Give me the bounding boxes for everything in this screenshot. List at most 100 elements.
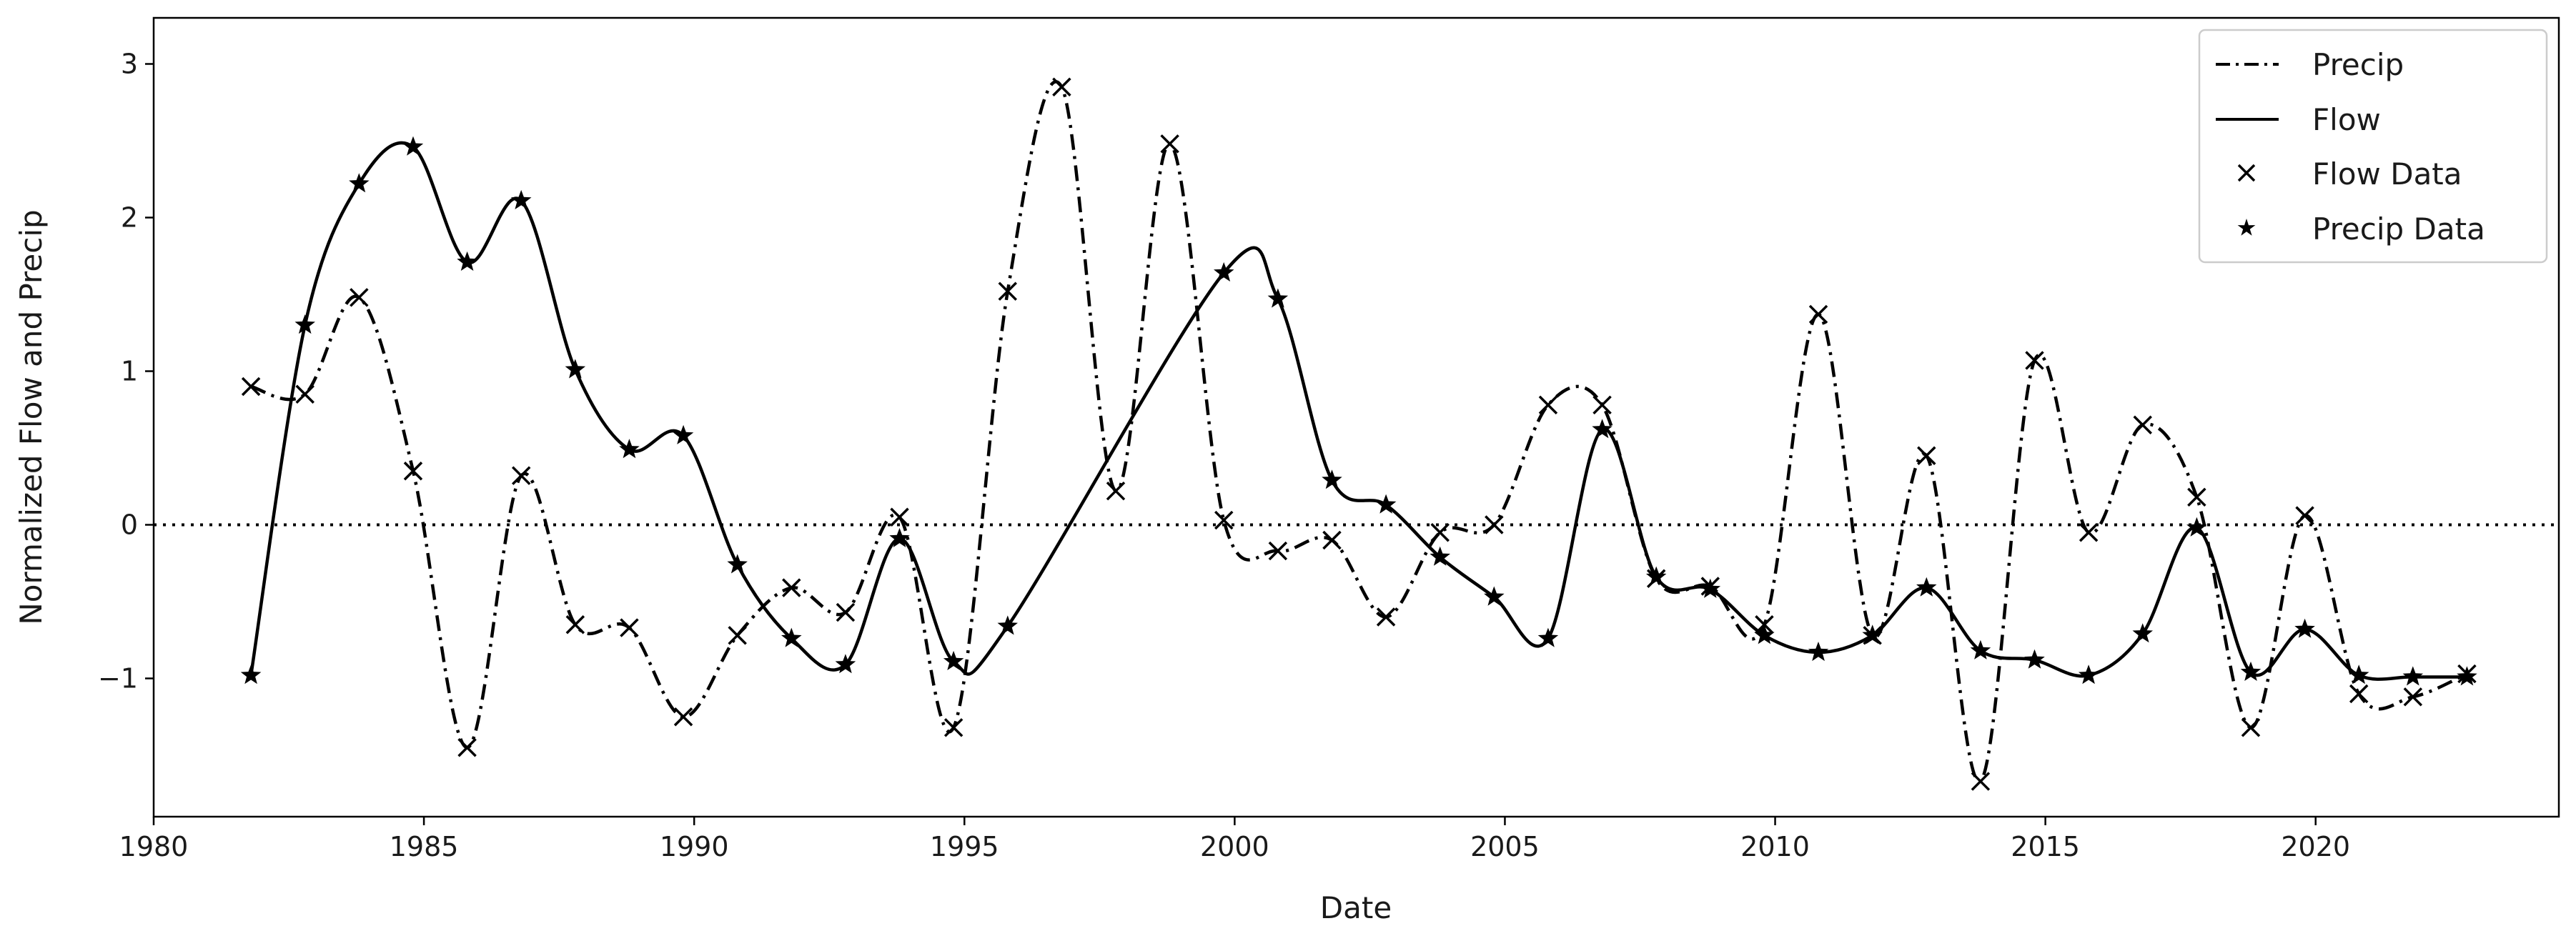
y-tick-label: 2 [121, 202, 138, 234]
y-tick-label: −1 [98, 663, 138, 694]
y-tick-label: 1 [121, 356, 138, 387]
legend-box [2198, 29, 2548, 264]
flow-data-point [782, 578, 801, 597]
flow-data-point [511, 466, 531, 485]
flow-data-point [457, 738, 477, 757]
y-axis-label: Normalized Flow and Precip [14, 209, 49, 624]
precip-data-point [2457, 666, 2477, 686]
x-tick-label: 1985 [390, 831, 459, 862]
precip-data-point [1214, 262, 1234, 282]
precip-data-point [349, 173, 370, 193]
precip-data-point [2348, 664, 2369, 684]
precip-data-point [1267, 288, 1289, 308]
precip-data-point [889, 527, 910, 547]
flow-data-point [998, 282, 1017, 301]
precip-data-point [1916, 577, 1937, 597]
x-tick-label: 2015 [2011, 831, 2080, 862]
precip-data-point [2240, 661, 2262, 681]
flow-data-point [2349, 684, 2369, 704]
flow-data-point [2241, 718, 2261, 737]
flow-data-point [2295, 506, 2314, 525]
precip-data-point [619, 439, 640, 459]
precip-data-point [727, 554, 748, 574]
x-tick-label: 2020 [2281, 831, 2350, 862]
flow-data-point [1376, 607, 1396, 627]
precip-data-point [294, 314, 315, 334]
x-tick-label: 2010 [1740, 831, 1810, 862]
flow-data-point [403, 462, 423, 481]
marker-layer [240, 77, 2477, 791]
flow-data-point [1322, 530, 1342, 550]
precip-data-point [565, 359, 586, 379]
flow-data-point [1052, 77, 1071, 96]
flow-data-point [2133, 415, 2152, 434]
precip-data-point [1430, 546, 1450, 566]
flow-data-point [1917, 446, 1936, 465]
legend-flow-data-swatch [2237, 164, 2256, 182]
flow-data-point [2187, 487, 2206, 507]
precip-data-point [240, 664, 262, 684]
legend-flow-label: Flow [2312, 102, 2381, 137]
flow-data-point [1538, 395, 1558, 415]
flow-data-point [1160, 134, 1179, 154]
precip-data-point [402, 136, 424, 156]
precip-data-point [2186, 517, 2207, 537]
x-axis-label: Date [1320, 890, 1392, 925]
precip-data-point [1754, 624, 1775, 644]
precip-data-point [2078, 664, 2099, 684]
y-tick-label: 0 [121, 509, 138, 541]
precip-data-point [2132, 623, 2153, 643]
legend-precip-data-label: Precip Data [2312, 211, 2485, 247]
precip-data-point [1484, 586, 1505, 606]
flow-data-point [1971, 772, 1991, 791]
flow-data-point [2079, 523, 2099, 542]
precip-data-point [673, 424, 694, 444]
flow-data-point [1214, 510, 1234, 530]
precip-data-point [781, 627, 802, 647]
flow-data-point [2403, 687, 2423, 707]
precip-data-point [2294, 618, 2315, 638]
flow-data-point [565, 615, 585, 634]
flow-data-point [2025, 351, 2044, 370]
legend: Precip Flow Flow Data Precip Data [2198, 29, 2548, 264]
x-axis: 1980 1985 1990 1995 2000 2005 2010 2015 2020 [119, 817, 2350, 862]
precip-data-point [1537, 627, 1559, 647]
flow-data-point [673, 707, 693, 727]
y-tick-label: 3 [121, 49, 138, 80]
x-tick-label: 2005 [1470, 831, 1540, 862]
precip-data-point [1862, 624, 1883, 644]
precip-data-point [1645, 566, 1667, 586]
flow-data-point [943, 718, 963, 737]
precip-data-point [997, 615, 1018, 635]
flow-data-point [1430, 523, 1450, 542]
x-tick-label: 2000 [1200, 831, 1269, 862]
flow-data-point [1485, 515, 1504, 534]
plot-frame [152, 16, 2560, 818]
precip-data-point [2024, 649, 2045, 669]
flow-data-point [1755, 615, 1774, 634]
precip-data-point [510, 189, 532, 209]
flow-data-point [728, 626, 747, 645]
flow-data-point [1268, 541, 1288, 561]
flow-data-point [1106, 481, 1126, 501]
flow-data-point [295, 384, 314, 404]
flow-data-point [890, 507, 909, 527]
y-axis: −1 0 1 2 3 [98, 49, 154, 694]
precip-data-point [1375, 494, 1397, 514]
flow-data-point [620, 618, 639, 637]
precip-data-point [1592, 419, 1613, 439]
precip-data-point [835, 654, 856, 674]
precip-data-point [1970, 639, 1991, 659]
flow-data-point [241, 377, 261, 397]
flow-data-point [836, 602, 856, 622]
precip-data-point [457, 251, 477, 271]
legend-flow-data-label: Flow Data [2312, 156, 2462, 191]
precip-data-point [1808, 642, 1829, 662]
x-tick-label: 1990 [660, 831, 729, 862]
flow-data-point [1592, 395, 1612, 415]
precip-data-point [1322, 469, 1342, 489]
flow-data-point [350, 288, 369, 307]
x-tick-label: 1995 [930, 831, 999, 862]
